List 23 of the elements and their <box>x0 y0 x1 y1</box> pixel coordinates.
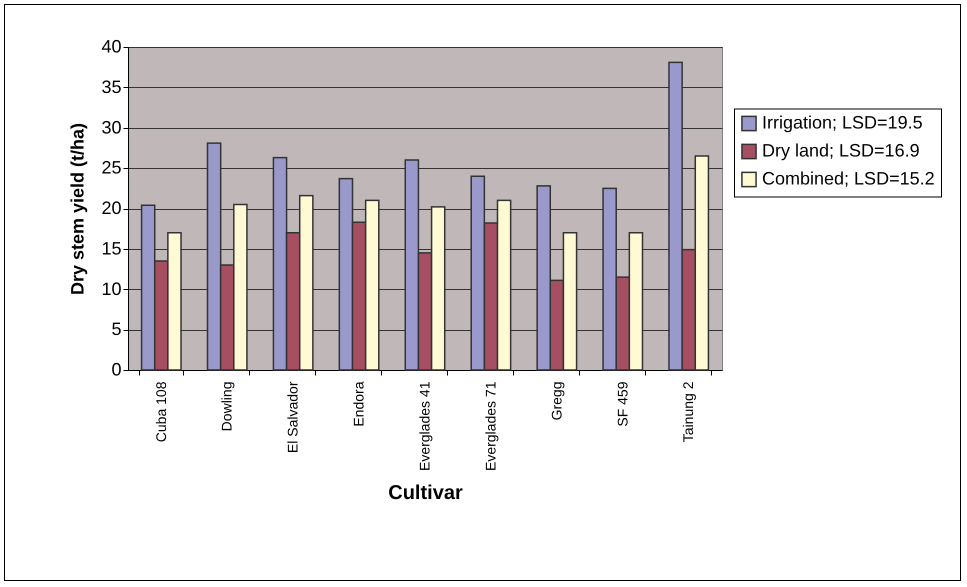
y-tick-label: 25 <box>101 158 122 178</box>
y-tick-label: 40 <box>101 36 122 56</box>
legend-label: Irrigation; LSD=19.5 <box>762 112 923 132</box>
x-tick-label: Cuba 108 <box>152 381 169 442</box>
x-tick-label: Gregg <box>548 382 564 420</box>
y-tick-label: 0 <box>111 360 122 380</box>
x-tick-label: Endora <box>350 381 367 427</box>
y-axis-title: Dry stem yield (t/ha) <box>67 122 88 296</box>
x-tick-label: Dowling <box>218 382 235 432</box>
x-axis-title: Cultivar <box>388 482 463 504</box>
y-tick-label: 35 <box>101 76 122 97</box>
y-tick-label: 20 <box>101 198 122 218</box>
x-tick-label: SF 459 <box>614 381 630 427</box>
y-tick-label: 10 <box>101 278 122 299</box>
x-tick-label: Tainung 2 <box>680 381 696 442</box>
x-tick-label: Everglades 71 <box>482 381 498 472</box>
legend-label: Dry land; LSD=16.9 <box>762 140 920 160</box>
x-tick-label: El Salvador <box>284 381 301 454</box>
x-tick-label: Everglades 41 <box>416 381 432 472</box>
y-tick-label: 5 <box>111 319 122 340</box>
y-tick-label: 30 <box>101 117 122 138</box>
legend-label: Combined; LSD=15.2 <box>762 168 935 188</box>
y-tick-label: 15 <box>101 238 122 258</box>
